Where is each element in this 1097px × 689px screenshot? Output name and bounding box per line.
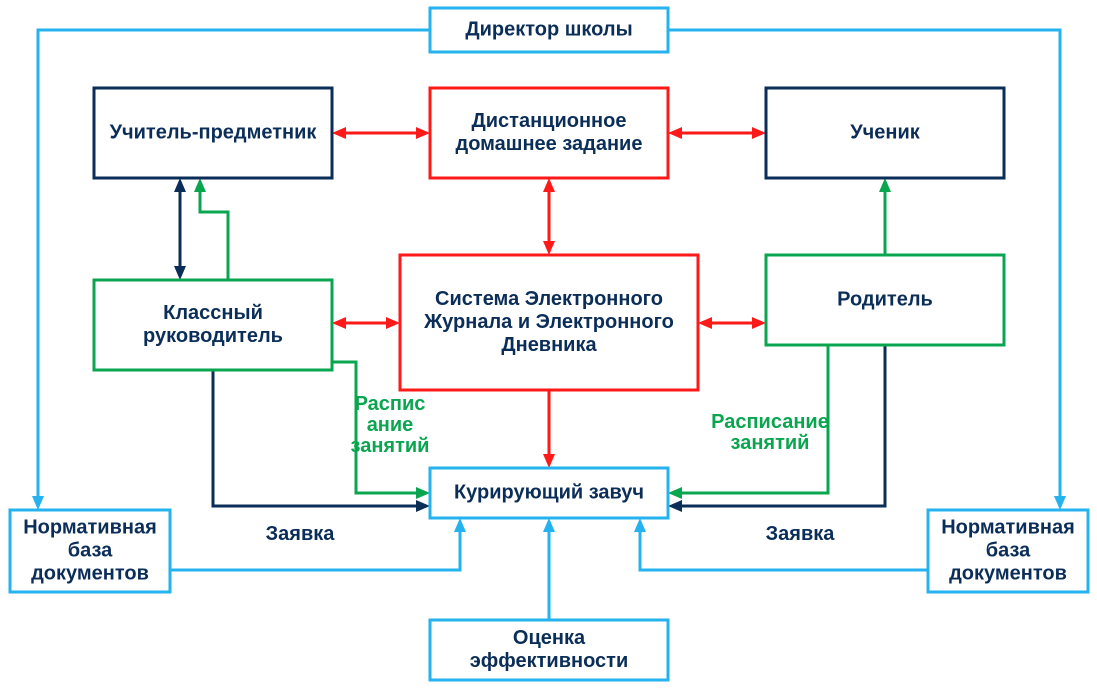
node-label: документов (949, 562, 1067, 584)
node-label: Директор школы (465, 18, 632, 40)
node-evaluation: Оценкаэффективности (430, 620, 668, 680)
node-label: Дистанционное (472, 110, 627, 132)
node-label: эффективности (470, 650, 629, 672)
edge-ej-classhead (332, 317, 400, 329)
node-student: Ученик (766, 88, 1004, 178)
edge-label: Расписание (711, 411, 829, 433)
node-label: Родитель (837, 288, 933, 310)
node-docs_right: Нормативнаябазадокументов (928, 510, 1088, 592)
node-label: Ученик (850, 121, 921, 143)
edge-ej-hw (543, 178, 555, 255)
node-label: база (986, 539, 1031, 561)
edge-teacher-classhead-navy (174, 178, 186, 280)
node-parent: Родитель (766, 255, 1004, 345)
edge-label: занятий (731, 432, 810, 454)
edge-classhead-teacher-green (194, 178, 228, 280)
diagram-root: РасписаниезанятийРасписаниезанятийЗаявка… (0, 0, 1097, 689)
node-label: руководитель (143, 325, 283, 347)
node-label: Система Электронного (435, 288, 663, 310)
node-director: Директор школы (430, 8, 668, 52)
edge-ej-parent (698, 317, 766, 329)
node-label: Оценка (513, 627, 586, 649)
node-label: Курирующий завуч (454, 481, 644, 503)
edge-label: ание (367, 414, 414, 436)
node-label: Нормативная (23, 516, 157, 538)
flowchart: РасписаниезанятийРасписаниезанятийЗаявка… (0, 0, 1097, 689)
node-label: документов (31, 562, 149, 584)
edge-label: занятий (351, 435, 430, 457)
edge-label: Заявка (266, 523, 336, 545)
node-label: Учитель-предметник (110, 121, 318, 143)
edge-label: Распис (355, 393, 426, 415)
edge-teacher-hw (332, 127, 430, 139)
node-label: Классный (163, 302, 263, 324)
node-label: Дневника (501, 334, 597, 356)
edge-label: Заявка (766, 523, 836, 545)
node-ejournal: Система ЭлектронногоЖурнала и Электронно… (400, 255, 698, 390)
node-label: Журнала и Электронного (423, 311, 674, 333)
edge-hw-student (668, 127, 766, 139)
node-label: домашнее задание (456, 133, 643, 155)
node-docs_left: Нормативнаябазадокументов (10, 510, 170, 592)
edge-eval-sup (543, 518, 555, 620)
edge-ej-supervisor (543, 390, 555, 468)
node-class_head: Классныйруководитель (94, 280, 332, 370)
node-homework: Дистанционноедомашнее задание (430, 88, 668, 178)
node-label: база (68, 539, 113, 561)
node-supervisor: Курирующий завуч (430, 468, 668, 518)
node-label: Нормативная (941, 516, 1075, 538)
edge-parent-student (879, 178, 891, 255)
node-teacher: Учитель-предметник (94, 88, 332, 178)
